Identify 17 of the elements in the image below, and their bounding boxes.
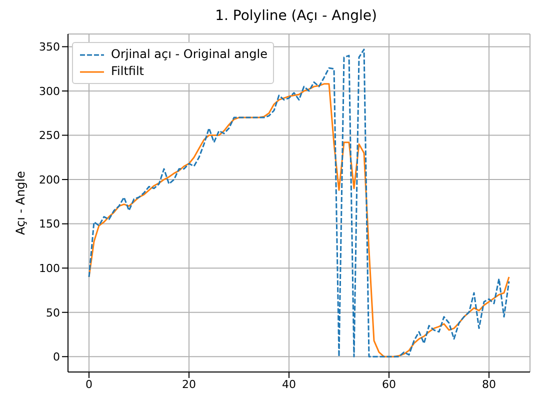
y-tick-label: 0 bbox=[53, 350, 60, 364]
legend-label: Orjinal açı - Original angle bbox=[111, 46, 268, 63]
x-tick-label: 80 bbox=[482, 378, 496, 391]
chart-title: 1. Polyline (Açı - Angle) bbox=[214, 8, 378, 26]
y-tick-label: 150 bbox=[39, 218, 60, 231]
legend-label: Filtfilt bbox=[111, 63, 144, 80]
x-tick-label: 20 bbox=[182, 378, 196, 391]
y-tick-label: 300 bbox=[39, 84, 60, 98]
y-tick-label: 50 bbox=[46, 306, 60, 320]
x-tick-label: 40 bbox=[282, 378, 296, 391]
y-tick-label: 200 bbox=[39, 173, 60, 186]
y-axis-title: Açı - Angle bbox=[13, 170, 28, 236]
x-tick-label: 0 bbox=[86, 378, 92, 391]
y-tick-label: 250 bbox=[39, 129, 60, 142]
y-tick-label: 350 bbox=[39, 40, 60, 54]
y-tick-label: 100 bbox=[39, 262, 60, 275]
x-tick-label: 60 bbox=[382, 378, 396, 391]
